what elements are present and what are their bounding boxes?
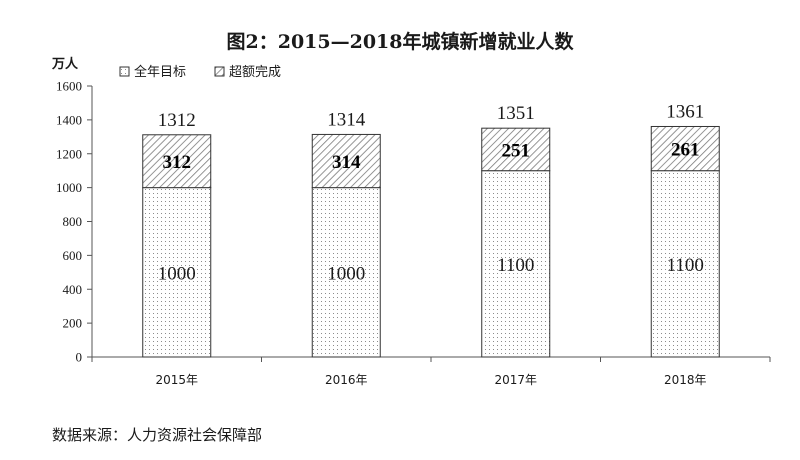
data-label-exceeded-3: 261 (671, 140, 700, 161)
bar-exceeded-0 (142, 134, 212, 189)
x-tick-label: 2016年 (325, 373, 368, 387)
data-label-total-1: 1314 (327, 109, 366, 130)
data-label-exceeded-2: 251 (502, 140, 531, 161)
y-tick-label: 200 (63, 316, 83, 331)
bar-exceeded-1 (311, 133, 381, 189)
source-note: 数据来源：人力资源社会保障部 (52, 426, 262, 444)
data-label-target-3: 1100 (667, 255, 704, 276)
data-label-target-1: 1000 (327, 263, 365, 284)
bars (142, 125, 720, 358)
y-tick-label: 0 (76, 350, 83, 365)
y-tick-label: 600 (63, 248, 83, 263)
y-tick-label: 400 (63, 282, 83, 297)
x-tick-label: 2018年 (664, 373, 707, 387)
legend: 全年目标 超额完成 (119, 64, 281, 80)
chart-title: 图2：2015—2018年城镇新增就业人数 (227, 30, 575, 53)
bar-target-3 (650, 170, 720, 358)
legend-label-1: 超额完成 (229, 65, 281, 80)
y-axis-unit: 万人 (51, 56, 79, 72)
data-label-exceeded-1: 314 (332, 152, 361, 173)
legend-swatch-1 (214, 66, 225, 77)
axes: 0 200 400 600 800 1000 1200 1400 1600 2015年 2016年 2… (56, 79, 771, 387)
bar-target-0 (142, 187, 212, 358)
x-tick-label: 2017年 (494, 373, 537, 387)
data-label-exceeded-0: 312 (163, 152, 192, 173)
bar-exceeded-2 (481, 127, 551, 172)
x-tick-label: 2015年 (155, 373, 198, 387)
data-label-total-2: 1351 (497, 103, 535, 124)
data-label-target-0: 1000 (158, 263, 196, 284)
y-tick-label: 1400 (56, 112, 82, 127)
data-labels: 1000 312 1312 1000 314 1314 1100 251 1351 1100 261… (158, 101, 705, 284)
bar-target-2 (481, 170, 551, 358)
y-tick-label: 1600 (56, 79, 82, 94)
y-tick-label: 800 (63, 214, 83, 229)
bar-exceeded-3 (650, 125, 720, 172)
data-label-target-2: 1100 (497, 255, 534, 276)
legend-label-0: 全年目标 (134, 64, 186, 80)
legend-swatch-0 (119, 66, 130, 77)
y-tick-label: 1200 (56, 146, 82, 161)
data-label-total-3: 1361 (666, 101, 704, 122)
bar-target-1 (311, 187, 381, 358)
data-label-total-0: 1312 (158, 110, 196, 131)
y-tick-label: 1000 (56, 180, 82, 195)
